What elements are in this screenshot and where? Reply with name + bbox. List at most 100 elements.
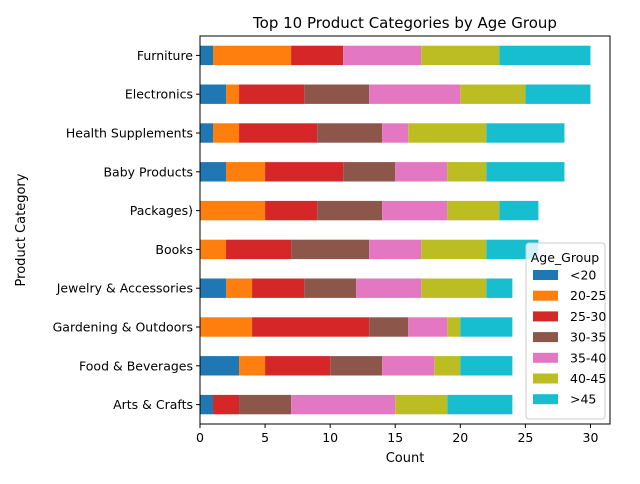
legend-swatch bbox=[533, 270, 558, 280]
bar-segment bbox=[239, 123, 318, 143]
x-tick-label: 10 bbox=[322, 430, 338, 445]
legend-label: 25-30 bbox=[570, 309, 606, 324]
y-tick-label: Books bbox=[155, 242, 193, 257]
y-tick-label: Food & Beverages bbox=[79, 358, 193, 373]
bar-segment bbox=[304, 84, 370, 104]
bar-segment bbox=[421, 239, 487, 260]
bar-segment bbox=[291, 239, 370, 260]
bar-segment bbox=[213, 45, 292, 66]
bar-segment bbox=[369, 84, 461, 104]
y-tick-label: Packages) bbox=[130, 203, 193, 218]
legend-label: <20 bbox=[570, 268, 596, 283]
bar-segment bbox=[343, 45, 422, 66]
bar-segment bbox=[226, 239, 292, 260]
bar-segment bbox=[486, 162, 565, 182]
legend-swatch bbox=[533, 394, 558, 405]
bar-segment bbox=[486, 278, 513, 298]
bar-segment bbox=[200, 45, 214, 66]
bar-segment bbox=[343, 162, 396, 182]
legend-swatch bbox=[533, 311, 558, 322]
bar-segment bbox=[200, 123, 214, 143]
bar-segment bbox=[265, 200, 318, 221]
bar-segment bbox=[382, 200, 448, 221]
bar-segment bbox=[434, 356, 461, 376]
y-tick-label: Jewelry & Accessories bbox=[56, 281, 193, 296]
chart-title: Top 10 Product Categories by Age Group bbox=[252, 14, 557, 32]
bar-segment bbox=[460, 356, 513, 376]
bar-segment bbox=[239, 356, 266, 376]
bar-segment bbox=[486, 123, 565, 143]
bar-segment bbox=[408, 123, 487, 143]
bar-segment bbox=[408, 317, 448, 337]
bar-segment bbox=[265, 356, 331, 376]
bar-segment bbox=[291, 45, 344, 66]
y-tick-label: Electronics bbox=[125, 87, 193, 102]
y-axis-title: Product Category bbox=[14, 173, 29, 286]
y-tick-label: Baby Products bbox=[103, 164, 193, 179]
x-tick-label: 30 bbox=[583, 430, 599, 445]
legend-label: 30-35 bbox=[570, 330, 606, 345]
bar-segment bbox=[291, 394, 396, 415]
bar-segment bbox=[447, 162, 487, 182]
bar-segment bbox=[369, 317, 409, 337]
bar-segment bbox=[226, 278, 253, 298]
y-tick-label: Health Supplements bbox=[66, 126, 193, 141]
legend-label: 35-40 bbox=[570, 350, 606, 365]
bar-segment bbox=[356, 278, 422, 298]
bar-segment bbox=[200, 317, 253, 337]
bar-segment bbox=[200, 239, 227, 260]
plot-frame bbox=[199, 35, 611, 425]
x-tick-label: 5 bbox=[261, 430, 269, 445]
x-tick-label: 20 bbox=[452, 430, 468, 445]
bar-segment bbox=[317, 123, 383, 143]
bar-segment bbox=[200, 356, 240, 376]
bar-segment bbox=[239, 84, 305, 104]
bar-segment bbox=[252, 278, 305, 298]
legend: Age_Group <20 20-25 25-30 30-35 35-40 40-45 >4… bbox=[525, 242, 606, 420]
bar-segment bbox=[447, 200, 500, 221]
bar-segment bbox=[486, 239, 539, 260]
bar-segment bbox=[447, 394, 513, 415]
x-tick-label: 25 bbox=[517, 430, 533, 445]
bar-segment bbox=[213, 123, 240, 143]
bar-segment bbox=[330, 356, 383, 376]
bar-segment bbox=[200, 278, 227, 298]
bar-segment bbox=[200, 162, 227, 182]
bar-segment bbox=[421, 278, 487, 298]
bar-segment bbox=[213, 394, 240, 415]
bar-segment bbox=[395, 162, 448, 182]
legend-label: 20-25 bbox=[570, 288, 606, 303]
legend-swatch bbox=[533, 352, 558, 363]
bar-segment bbox=[200, 84, 227, 104]
bar-segment bbox=[447, 317, 461, 337]
bar-segment bbox=[369, 239, 422, 260]
legend-items: <20 20-25 25-30 30-35 35-40 40-45 >45 bbox=[533, 268, 606, 407]
bar-segment bbox=[382, 123, 409, 143]
bar-segment bbox=[200, 394, 214, 415]
legend-label: >45 bbox=[570, 392, 596, 407]
bar-segment bbox=[525, 84, 591, 104]
y-axis-ticks: Furniture Electronics Health Supplements Ba… bbox=[53, 48, 200, 412]
bar-segment bbox=[499, 200, 539, 221]
bars-group bbox=[200, 45, 591, 415]
bar-segment bbox=[382, 356, 435, 376]
legend-title: Age_Group bbox=[531, 250, 600, 265]
bar-segment bbox=[317, 200, 383, 221]
x-tick-label: 0 bbox=[196, 430, 204, 445]
bar-segment bbox=[395, 394, 448, 415]
x-axis-title: Count bbox=[386, 451, 425, 466]
legend-swatch bbox=[533, 332, 558, 343]
bar-segment bbox=[226, 84, 240, 104]
bar-segment bbox=[226, 162, 266, 182]
bar-segment bbox=[460, 317, 513, 337]
bar-segment bbox=[304, 278, 357, 298]
bar-segment bbox=[252, 317, 370, 337]
bar-segment bbox=[265, 162, 344, 182]
bar-segment bbox=[200, 200, 266, 221]
legend-label: 40-45 bbox=[570, 371, 606, 386]
legend-swatch bbox=[533, 290, 558, 301]
x-tick-label: 15 bbox=[387, 430, 403, 445]
x-axis-ticks: 0 5 10 15 20 25 30 bbox=[196, 424, 598, 445]
